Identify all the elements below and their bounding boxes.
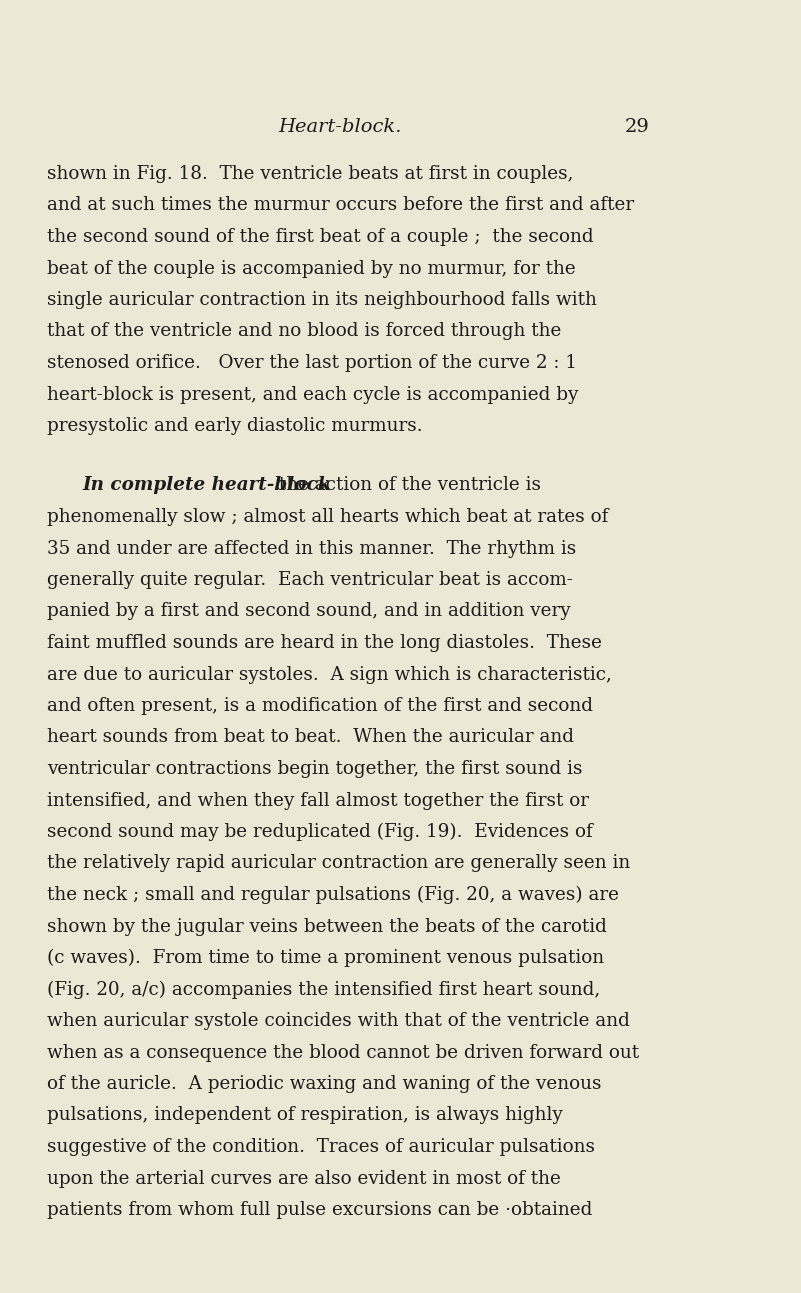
Text: when as a consequence the blood cannot be driven forward out: when as a consequence the blood cannot b… — [47, 1043, 639, 1062]
Text: the relatively rapid auricular contraction are generally seen in: the relatively rapid auricular contracti… — [47, 855, 630, 873]
Text: phenomenally slow ; almost all hearts which beat at rates of: phenomenally slow ; almost all hearts wh… — [47, 508, 609, 526]
Text: the action of the ventricle is: the action of the ventricle is — [273, 477, 541, 494]
Text: upon the arterial curves are also evident in most of the: upon the arterial curves are also eviden… — [47, 1169, 561, 1187]
Text: and often present, is a modification of the first and second: and often present, is a modification of … — [47, 697, 593, 715]
Text: single auricular contraction in its neighbourhood falls with: single auricular contraction in its neig… — [47, 291, 597, 309]
Text: of the auricle.  A periodic waxing and waning of the venous: of the auricle. A periodic waxing and wa… — [47, 1074, 602, 1093]
Text: heart sounds from beat to beat.  When the auricular and: heart sounds from beat to beat. When the… — [47, 728, 574, 746]
Text: are due to auricular systoles.  A sign which is characteristic,: are due to auricular systoles. A sign wh… — [47, 666, 612, 684]
Text: second sound may be reduplicated (Fig. 19).  Evidences of: second sound may be reduplicated (Fig. 1… — [47, 824, 593, 842]
Text: the second sound of the first beat of a couple ;  the second: the second sound of the first beat of a … — [47, 228, 594, 246]
Text: ventricular contractions begin together, the first sound is: ventricular contractions begin together,… — [47, 760, 582, 778]
Text: panied by a first and second sound, and in addition very: panied by a first and second sound, and … — [47, 603, 570, 621]
Text: 29: 29 — [625, 118, 650, 136]
Text: when auricular systole coincides with that of the ventricle and: when auricular systole coincides with th… — [47, 1012, 630, 1031]
Text: and at such times the murmur occurs before the first and after: and at such times the murmur occurs befo… — [47, 197, 634, 215]
Text: shown in Fig. 18.  The ventricle beats at first in couples,: shown in Fig. 18. The ventricle beats at… — [47, 166, 574, 184]
Text: patients from whom full pulse excursions can be ·obtained: patients from whom full pulse excursions… — [47, 1201, 593, 1219]
Text: intensified, and when they fall almost together the first or: intensified, and when they fall almost t… — [47, 791, 589, 809]
Text: In complete heart-block: In complete heart-block — [82, 477, 331, 494]
Text: shown by the jugular veins between the beats of the carotid: shown by the jugular veins between the b… — [47, 918, 607, 936]
Text: Heart-block.: Heart-block. — [278, 118, 402, 136]
Text: (Fig. 20, a/c) accompanies the intensified first heart sound,: (Fig. 20, a/c) accompanies the intensifi… — [47, 980, 600, 998]
Text: presystolic and early diastolic murmurs.: presystolic and early diastolic murmurs. — [47, 418, 423, 434]
Text: stenosed orifice.   Over the last portion of the curve 2 : 1: stenosed orifice. Over the last portion … — [47, 354, 577, 372]
Text: pulsations, independent of respiration, is always highly: pulsations, independent of respiration, … — [47, 1107, 563, 1125]
Text: faint muffled sounds are heard in the long diastoles.  These: faint muffled sounds are heard in the lo… — [47, 634, 602, 652]
Text: that of the ventricle and no blood is forced through the: that of the ventricle and no blood is fo… — [47, 322, 562, 340]
Text: (c waves).  From time to time a prominent venous pulsation: (c waves). From time to time a prominent… — [47, 949, 604, 967]
Text: generally quite regular.  Each ventricular beat is accom-: generally quite regular. Each ventricula… — [47, 572, 573, 590]
Text: the neck ; small and regular pulsations (Fig. 20, a waves) are: the neck ; small and regular pulsations … — [47, 886, 619, 904]
Text: beat of the couple is accompanied by no murmur, for the: beat of the couple is accompanied by no … — [47, 260, 576, 278]
Text: suggestive of the condition.  Traces of auricular pulsations: suggestive of the condition. Traces of a… — [47, 1138, 595, 1156]
Text: 35 and under are affected in this manner.  The rhythm is: 35 and under are affected in this manner… — [47, 539, 576, 557]
Text: heart-block is present, and each cycle is accompanied by: heart-block is present, and each cycle i… — [47, 385, 578, 403]
